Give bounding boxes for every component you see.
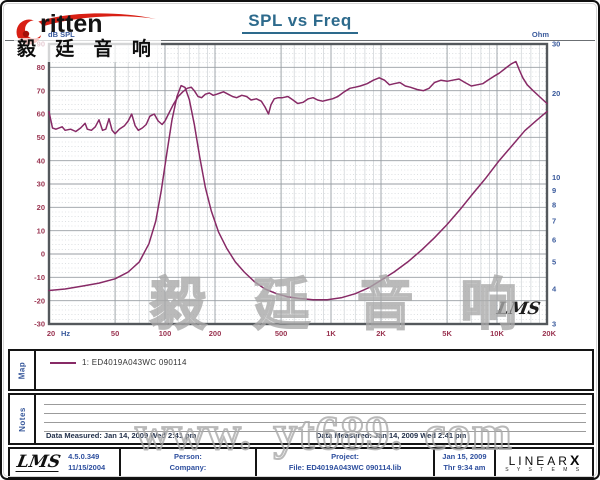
svg-text:500: 500 (275, 329, 288, 338)
svg-text:1K: 1K (326, 329, 336, 338)
company-label: Company: (169, 462, 207, 472)
footer-person-cell: Person: Company: (121, 449, 258, 476)
svg-text:8: 8 (552, 200, 556, 209)
svg-text:5K: 5K (442, 329, 452, 338)
notes-label-cell: Notes (10, 395, 36, 443)
print-time: Thr 9:34 am (443, 462, 486, 472)
svg-text:-30: -30 (34, 320, 45, 329)
legend-row: 1: ED4019A043WC 090114 (50, 358, 187, 367)
svg-text:-20: -20 (34, 296, 45, 305)
notes-rule-line (44, 422, 586, 423)
svg-text:Hz: Hz (61, 329, 70, 338)
svg-text:0: 0 (41, 250, 45, 259)
person-label: Person: (173, 452, 202, 462)
data-measured-stamp-right: Data Measured: Jan 14, 2009 Wed 2:41 pm (316, 431, 467, 440)
svg-text:4: 4 (552, 285, 557, 294)
svg-text:40: 40 (37, 156, 45, 165)
map-label: Map (17, 361, 27, 379)
svg-text:20: 20 (552, 89, 560, 98)
data-measured-stamp-left: Data Measured: Jan 14, 2009 Wed 2:41 pm (46, 431, 197, 440)
software-version: 4.5.0.349 (68, 452, 100, 462)
brand-logo: ritten 毅 廷 音 响 (14, 10, 161, 62)
map-box: Map 1: ED4019A043WC 090114 (8, 349, 594, 391)
svg-text:200: 200 (209, 329, 222, 338)
svg-text:50: 50 (111, 329, 119, 338)
header-divider (5, 40, 595, 41)
svg-text:dB SPL: dB SPL (48, 30, 75, 39)
logo-chinese-text: 毅 廷 音 响 (14, 38, 161, 62)
print-date: Jan 15, 2009 (442, 452, 487, 462)
svg-text:10K: 10K (490, 329, 504, 338)
legend-line-swatch (50, 361, 76, 364)
footer-version-cell: LMS 4.5.0.349 11/15/2004 (10, 449, 121, 476)
linearx-systems-sub: S Y S T E M S (505, 466, 583, 473)
svg-text:10: 10 (37, 226, 45, 235)
svg-text:30: 30 (37, 180, 45, 189)
svg-text:80: 80 (37, 63, 45, 72)
footer-project-cell: Project: File: ED4019A043WC 090114.lib (257, 449, 435, 476)
svg-text:60: 60 (37, 110, 45, 119)
project-file: File: ED4019A043WC 090114.lib (288, 462, 402, 472)
notes-rule-line (44, 431, 586, 432)
svg-text:2K: 2K (376, 329, 386, 338)
svg-text:9: 9 (552, 186, 556, 195)
svg-text:6: 6 (552, 235, 556, 244)
svg-text:7: 7 (552, 217, 556, 226)
svg-text:20: 20 (37, 203, 45, 212)
svg-text:100: 100 (159, 329, 172, 338)
legend-entry: 1: ED4019A043WC 090114 (82, 358, 187, 367)
svg-text:20: 20 (47, 329, 55, 338)
software-version-date: 11/15/2004 (68, 462, 106, 472)
notes-content: Data Measured: Jan 14, 2009 Wed 2:41 pm … (36, 395, 592, 443)
footer-brand-cell: LINEARX S Y S T E M S (495, 449, 592, 476)
svg-text:50: 50 (37, 133, 45, 142)
footer-bar: LMS 4.5.0.349 11/15/2004 Person: Company… (8, 447, 594, 478)
spl-vs-freq-chart: 9080706050403020100-10-20-30302010987654… (34, 30, 560, 338)
svg-text:-10: -10 (34, 273, 45, 282)
footer-date-cell: Jan 15, 2009 Thr 9:34 am (435, 449, 496, 476)
notes-box: Notes Data Measured: Jan 14, 2009 Wed 2:… (8, 393, 594, 445)
svg-text:Ohm: Ohm (532, 30, 549, 39)
notes-label: Notes (17, 406, 27, 432)
map-content: 1: ED4019A043WC 090114 (36, 351, 592, 389)
logo-wordmark: ritten (40, 10, 103, 38)
notes-rule-line (44, 404, 586, 405)
notes-rule-line (44, 413, 586, 414)
lms-logo: LMS (15, 451, 63, 472)
svg-text:10: 10 (552, 173, 560, 182)
linearx-logo: LINEARX (508, 451, 580, 468)
map-label-cell: Map (10, 351, 36, 389)
svg-text:70: 70 (37, 86, 45, 95)
svg-text:5: 5 (552, 258, 556, 267)
svg-text:20K: 20K (542, 329, 556, 338)
svg-text:30: 30 (552, 40, 560, 49)
svg-text:3: 3 (552, 320, 556, 329)
project-label: Project: (331, 452, 360, 462)
